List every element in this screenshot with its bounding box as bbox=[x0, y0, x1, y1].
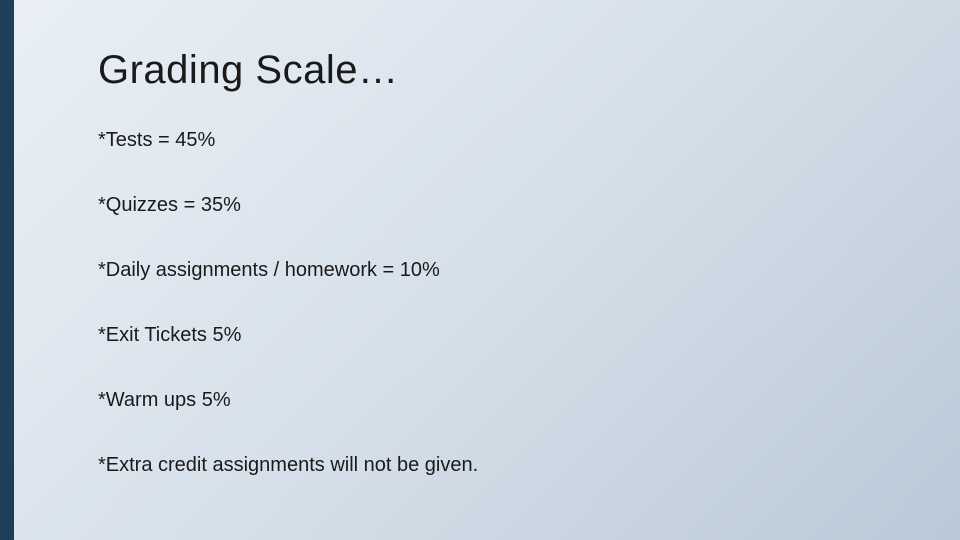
slide-title: Grading Scale… bbox=[98, 48, 920, 93]
slide: Grading Scale… *Tests = 45% *Quizzes = 3… bbox=[0, 0, 960, 540]
grade-item: *Tests = 45% bbox=[98, 129, 920, 152]
grade-item: *Warm ups 5% bbox=[98, 389, 920, 412]
grade-item: *Extra credit assignments will not be gi… bbox=[98, 454, 920, 477]
grade-item: *Quizzes = 35% bbox=[98, 194, 920, 217]
slide-content: Grading Scale… *Tests = 45% *Quizzes = 3… bbox=[98, 48, 920, 519]
grade-item: *Exit Tickets 5% bbox=[98, 324, 920, 347]
grade-item: *Daily assignments / homework = 10% bbox=[98, 259, 920, 282]
accent-sidebar bbox=[0, 0, 14, 540]
